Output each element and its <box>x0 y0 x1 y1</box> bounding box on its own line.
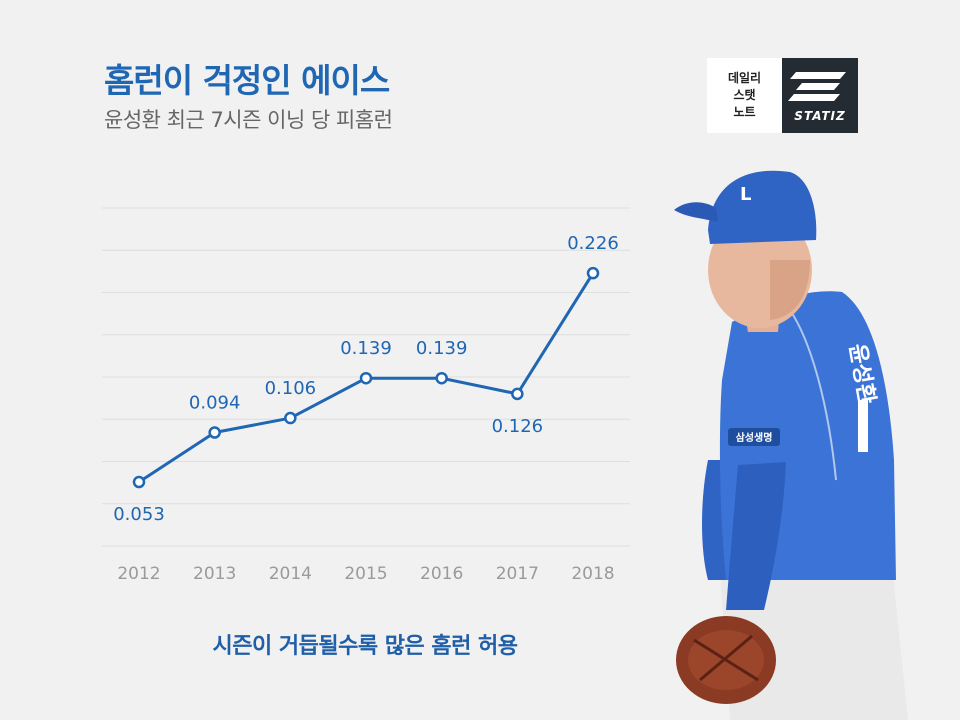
x-tick-label: 2015 <box>344 564 387 584</box>
player-forearm <box>726 462 786 610</box>
daily-stat-note-logo: 데일리 스탯 노트 STATIZ <box>707 58 858 133</box>
chart-data-labels: 0.053 0.094 0.106 0.139 0.139 0.126 0.226 <box>113 233 619 525</box>
data-label: 0.139 <box>340 338 392 359</box>
chart-subtitle: 윤성환 최근 7시즌 이닝 당 피홈런 <box>104 108 393 132</box>
chart-title: 홈런이 걱정인 에이스 <box>104 61 390 100</box>
x-tick-label: 2018 <box>571 564 614 584</box>
x-tick-label: 2016 <box>420 564 463 584</box>
jersey-number <box>858 400 868 452</box>
logo-line-3: 노트 <box>733 105 756 119</box>
chart-x-ticks: 2012 2013 2014 2015 2016 2017 2018 <box>117 564 614 584</box>
data-label: 0.094 <box>189 393 241 414</box>
chart-grid <box>102 207 630 547</box>
chart-caption: 시즌이 거듭될수록 많은 홈런 허용 <box>212 634 519 659</box>
statiz-logo: STATIZ <box>782 58 858 133</box>
data-label: 0.126 <box>492 416 544 437</box>
sponsor-patch <box>728 428 780 446</box>
logo-line-1: 데일리 <box>727 71 762 85</box>
data-point <box>284 411 297 425</box>
x-tick-label: 2012 <box>117 564 160 584</box>
player-photo: 삼성생명 윤성환 L <box>674 170 908 720</box>
data-point <box>359 371 373 385</box>
data-point <box>586 266 600 280</box>
x-tick-label: 2014 <box>269 564 312 584</box>
cap-logo-icon: L <box>740 184 751 205</box>
data-label: 0.053 <box>113 504 165 525</box>
logo-text-block: 데일리 스탯 노트 <box>707 58 782 133</box>
x-tick-label: 2017 <box>496 564 539 584</box>
data-point <box>132 475 146 489</box>
cap-brim <box>674 202 718 222</box>
data-label: 0.226 <box>567 233 619 254</box>
data-label: 0.106 <box>265 378 317 399</box>
data-point <box>511 387 524 401</box>
sponsor-text: 삼성생명 <box>736 431 773 444</box>
x-tick-label: 2013 <box>193 564 236 584</box>
chart-points <box>132 266 600 489</box>
statiz-wordmark: STATIZ <box>794 109 846 123</box>
data-point <box>208 426 221 439</box>
line-chart: 0.053 0.094 0.106 0.139 0.139 0.126 0.226 2012… <box>102 207 630 584</box>
data-label: 0.139 <box>416 338 468 359</box>
logo-line-2: 스탯 <box>733 88 756 102</box>
statiz-emblem-icon <box>788 72 846 101</box>
player-cap <box>708 170 817 244</box>
data-point <box>435 371 448 385</box>
